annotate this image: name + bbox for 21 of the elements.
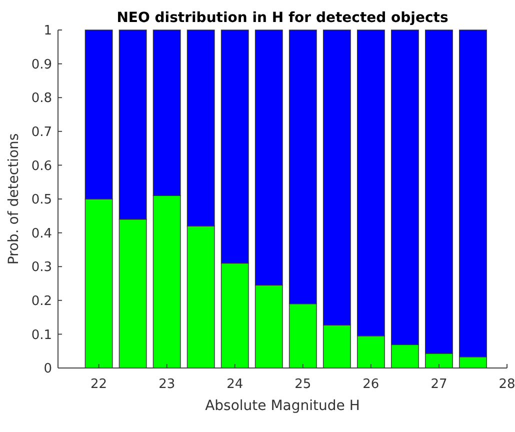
x-tick-label: 28 <box>498 377 515 392</box>
x-tick-label: 23 <box>158 377 176 392</box>
y-tick-label: 0.5 <box>31 192 52 208</box>
y-tick-label: 0.6 <box>31 158 52 174</box>
y-axis-title: Prob. of detections <box>6 133 22 265</box>
y-tick-label: 0.4 <box>31 226 52 242</box>
y-tick-label: 0.9 <box>31 57 52 72</box>
y-tick-label: 0.3 <box>31 260 52 276</box>
y-tick-label: 0 <box>44 362 52 377</box>
x-axis-title: Absolute Magnitude H <box>205 398 360 414</box>
x-tick-label: 24 <box>226 377 244 392</box>
y-tick-label: 0.1 <box>31 328 52 343</box>
y-tick-label: 0.2 <box>31 294 52 309</box>
x-tick-label: 25 <box>294 377 312 392</box>
y-tick-label: 1 <box>44 24 52 39</box>
y-tick-label: 0.7 <box>31 124 52 140</box>
x-tick-label: 27 <box>430 377 448 392</box>
x-tick-label: 22 <box>90 377 108 392</box>
x-tick-label: 26 <box>362 377 380 392</box>
chart-title: NEO distribution in H for detected objects <box>116 10 448 26</box>
y-tick-label: 0.8 <box>31 91 52 106</box>
